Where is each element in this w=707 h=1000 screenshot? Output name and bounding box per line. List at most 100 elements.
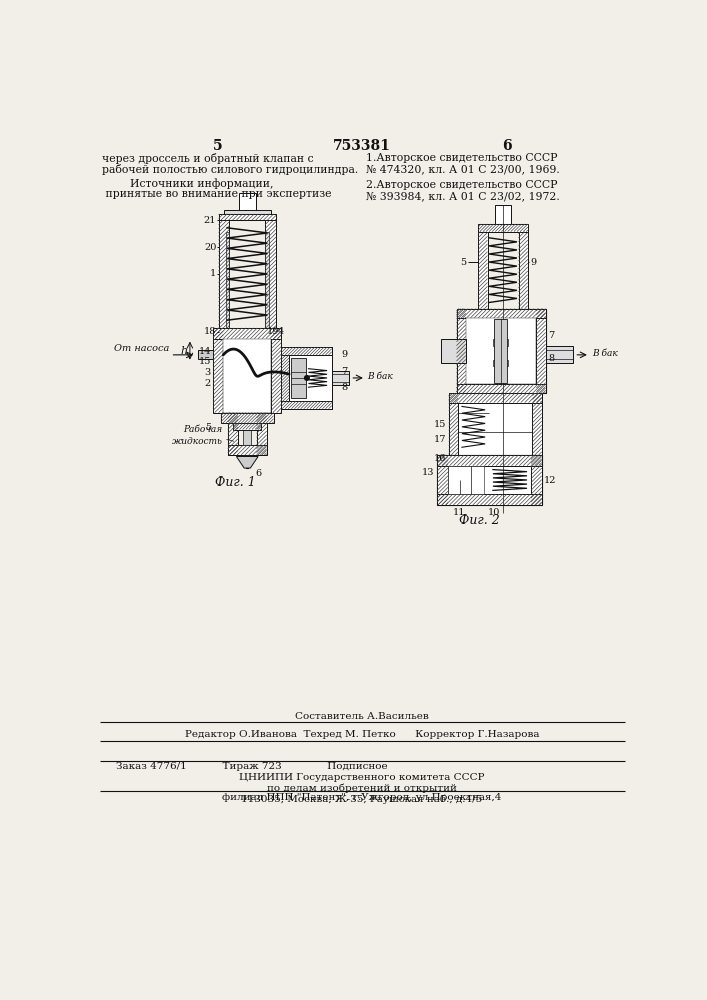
Bar bbox=[457, 309, 466, 393]
Bar bbox=[437, 455, 542, 466]
Text: Фиг. 1: Фиг. 1 bbox=[215, 476, 256, 489]
Text: 2: 2 bbox=[204, 379, 211, 388]
Text: через дроссель и обратный клапан с: через дроссель и обратный клапан с bbox=[103, 153, 314, 164]
Text: 5: 5 bbox=[205, 424, 211, 432]
Bar bbox=[213, 328, 223, 413]
Bar bbox=[226, 232, 230, 328]
Text: Рабочая
жидкость: Рабочая жидкость bbox=[172, 425, 223, 446]
Bar bbox=[218, 214, 276, 220]
Bar bbox=[457, 384, 546, 393]
Bar bbox=[281, 401, 332, 409]
Bar bbox=[233, 423, 261, 430]
Text: Составитель А.Васильев: Составитель А.Васильев bbox=[295, 712, 429, 721]
Bar bbox=[546, 346, 573, 363]
Text: 4: 4 bbox=[279, 327, 284, 336]
Bar bbox=[291, 358, 306, 398]
Text: 8: 8 bbox=[341, 383, 347, 392]
Bar bbox=[441, 339, 466, 363]
Bar bbox=[532, 393, 542, 455]
Text: 19: 19 bbox=[267, 327, 279, 336]
Text: 13: 13 bbox=[422, 468, 435, 477]
Text: 6: 6 bbox=[502, 139, 512, 153]
Circle shape bbox=[305, 376, 309, 380]
Text: № 393984, кл. А 01 С 23/02, 1972.: № 393984, кл. А 01 С 23/02, 1972. bbox=[366, 191, 559, 201]
Bar bbox=[228, 413, 238, 455]
Bar bbox=[493, 339, 508, 346]
Bar bbox=[243, 416, 251, 445]
Text: ЦНИИПИ Государственного комитета СССР: ЦНИИПИ Государственного комитета СССР bbox=[239, 773, 485, 782]
Bar bbox=[457, 309, 546, 318]
Bar bbox=[281, 347, 332, 409]
Text: 8: 8 bbox=[548, 354, 554, 363]
Text: h: h bbox=[180, 346, 187, 356]
Text: 9: 9 bbox=[530, 258, 536, 267]
Text: Заказ 4776/1           Тираж 723              Подписное: Заказ 4776/1 Тираж 723 Подписное bbox=[115, 762, 387, 771]
Text: Источники информации,: Источники информации, bbox=[103, 179, 274, 189]
Text: В бак: В бак bbox=[368, 372, 393, 381]
Bar bbox=[449, 393, 458, 455]
Text: 17: 17 bbox=[434, 435, 446, 444]
Text: Фиг. 2: Фиг. 2 bbox=[460, 514, 500, 527]
Bar bbox=[271, 328, 281, 413]
Text: 16: 16 bbox=[434, 454, 446, 463]
Text: 10: 10 bbox=[488, 508, 500, 517]
Text: 7: 7 bbox=[548, 331, 554, 340]
Text: 14: 14 bbox=[199, 347, 211, 356]
Text: 9: 9 bbox=[341, 350, 347, 359]
Text: 6: 6 bbox=[255, 469, 261, 478]
Text: № 474320, кл. А 01 С 23/00, 1969.: № 474320, кл. А 01 С 23/00, 1969. bbox=[366, 164, 559, 174]
Bar bbox=[494, 319, 507, 383]
Bar bbox=[265, 232, 269, 328]
Bar bbox=[448, 466, 484, 494]
Text: филиал ППП "Патент", г.Ужгород, ул.Проектная,4: филиал ППП "Патент", г.Ужгород, ул.Проек… bbox=[222, 793, 502, 802]
Text: 18: 18 bbox=[204, 327, 216, 336]
Text: 1.Авторское свидетельство СССР: 1.Авторское свидетельство СССР bbox=[366, 153, 557, 163]
Bar bbox=[213, 328, 281, 339]
Text: 2.Авторское свидетельство СССР: 2.Авторское свидетельство СССР bbox=[366, 180, 557, 190]
Text: принятые во внимание при экспертизе: принятые во внимание при экспертизе bbox=[103, 189, 332, 199]
Text: От насоса: От насоса bbox=[114, 344, 169, 353]
Bar bbox=[449, 393, 542, 455]
Text: Редактор О.Иванова  Техред М. Петко      Корректор Г.Назарова: Редактор О.Иванова Техред М. Петко Корре… bbox=[185, 730, 539, 739]
Bar bbox=[281, 347, 332, 355]
Bar bbox=[218, 220, 230, 328]
Text: 15: 15 bbox=[199, 357, 211, 366]
Bar bbox=[478, 224, 528, 232]
Text: 753381: 753381 bbox=[333, 139, 391, 153]
Text: 5: 5 bbox=[213, 139, 223, 153]
Text: 1: 1 bbox=[210, 269, 216, 278]
Bar bbox=[228, 445, 267, 455]
Text: 11: 11 bbox=[452, 508, 465, 517]
Bar bbox=[257, 413, 267, 455]
Bar bbox=[223, 339, 271, 413]
Text: 3: 3 bbox=[204, 368, 211, 377]
Text: 5: 5 bbox=[460, 258, 467, 267]
Bar bbox=[466, 318, 537, 384]
Bar bbox=[437, 455, 448, 505]
Bar bbox=[493, 360, 508, 366]
Bar bbox=[437, 455, 542, 505]
Polygon shape bbox=[236, 456, 258, 468]
Bar bbox=[281, 355, 289, 401]
Bar bbox=[457, 309, 546, 393]
Bar bbox=[531, 455, 542, 505]
Bar bbox=[478, 232, 488, 309]
Bar bbox=[518, 232, 528, 309]
Bar bbox=[265, 220, 276, 328]
Bar bbox=[198, 350, 213, 359]
Bar bbox=[449, 393, 542, 403]
Text: 113035, Москва, Ж-35, Раушская наб., д.4/5: 113035, Москва, Ж-35, Раушская наб., д.4… bbox=[241, 795, 483, 804]
Text: по делам изобретений и открытий: по делам изобретений и открытий bbox=[267, 784, 457, 793]
Bar bbox=[221, 413, 274, 423]
Bar bbox=[537, 309, 546, 393]
Bar bbox=[495, 205, 510, 224]
Bar bbox=[437, 494, 542, 505]
Text: 15: 15 bbox=[434, 420, 446, 429]
Text: рабочей полостью силового гидроцилиндра.: рабочей полостью силового гидроцилиндра. bbox=[103, 164, 358, 175]
Bar bbox=[239, 193, 256, 215]
Text: В бак: В бак bbox=[592, 349, 618, 358]
Bar bbox=[332, 371, 349, 385]
Text: 21: 21 bbox=[204, 216, 216, 225]
Text: 7: 7 bbox=[341, 367, 347, 376]
Text: 12: 12 bbox=[544, 476, 556, 485]
